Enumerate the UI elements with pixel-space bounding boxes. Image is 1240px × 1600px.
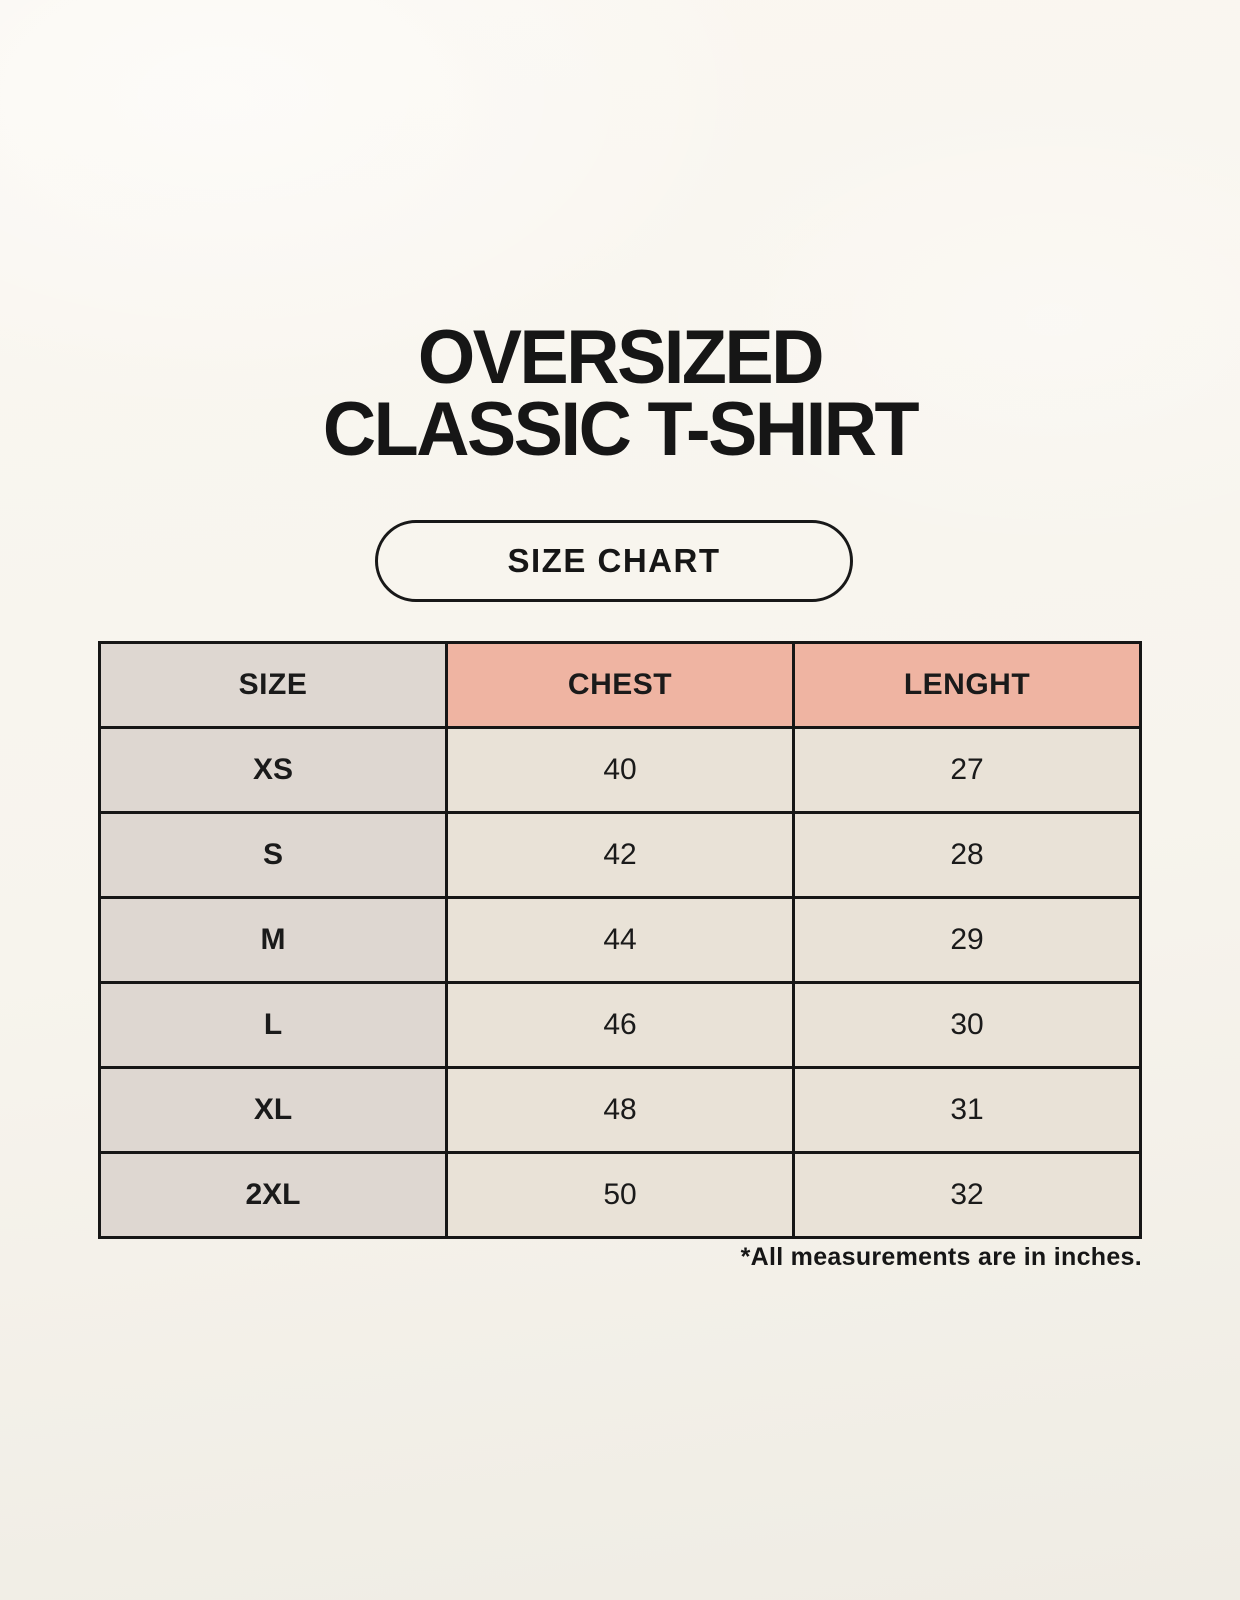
table-row: 2XL 50 32 [98,1151,1142,1239]
lenght-cell: 31 [792,1066,1142,1154]
chest-cell: 44 [445,896,795,984]
table-header-row: SIZE CHEST LENGHT [98,641,1142,729]
page-title: OVERSIZED CLASSIC T-SHIRT [19,315,1222,472]
column-header-lenght: LENGHT [792,641,1142,729]
size-cell: L [98,981,448,1069]
chest-cell: 50 [445,1151,795,1239]
size-chart-table: SIZE CHEST LENGHT XS 40 27 S 42 28 M 44 … [98,641,1142,1239]
chest-cell: 46 [445,981,795,1069]
size-cell: M [98,896,448,984]
size-cell: S [98,811,448,899]
table-row: XL 48 31 [98,1066,1142,1154]
table-row: XS 40 27 [98,726,1142,814]
size-chart-badge-label: SIZE CHART [507,542,721,579]
size-cell: XS [98,726,448,814]
column-header-size: SIZE [98,641,448,729]
lenght-cell: 27 [792,726,1142,814]
measurements-footnote: *All measurements are in inches. [740,1243,1142,1271]
table-row: S 42 28 [98,811,1142,899]
size-cell: XL [98,1066,448,1154]
lenght-cell: 32 [792,1151,1142,1239]
lenght-cell: 30 [792,981,1142,1069]
table-row: M 44 29 [98,896,1142,984]
chest-cell: 48 [445,1066,795,1154]
page-title-line1: OVERSIZED [417,315,825,400]
size-cell: 2XL [98,1151,448,1239]
column-header-chest: CHEST [445,641,795,729]
page-title-line2: CLASSIC T-SHIRT [322,387,920,472]
chest-cell: 42 [445,811,795,899]
table-row: L 46 30 [98,981,1142,1069]
lenght-cell: 28 [792,811,1142,899]
lenght-cell: 29 [792,896,1142,984]
size-chart-badge[interactable]: SIZE CHART [375,520,853,602]
chest-cell: 40 [445,726,795,814]
